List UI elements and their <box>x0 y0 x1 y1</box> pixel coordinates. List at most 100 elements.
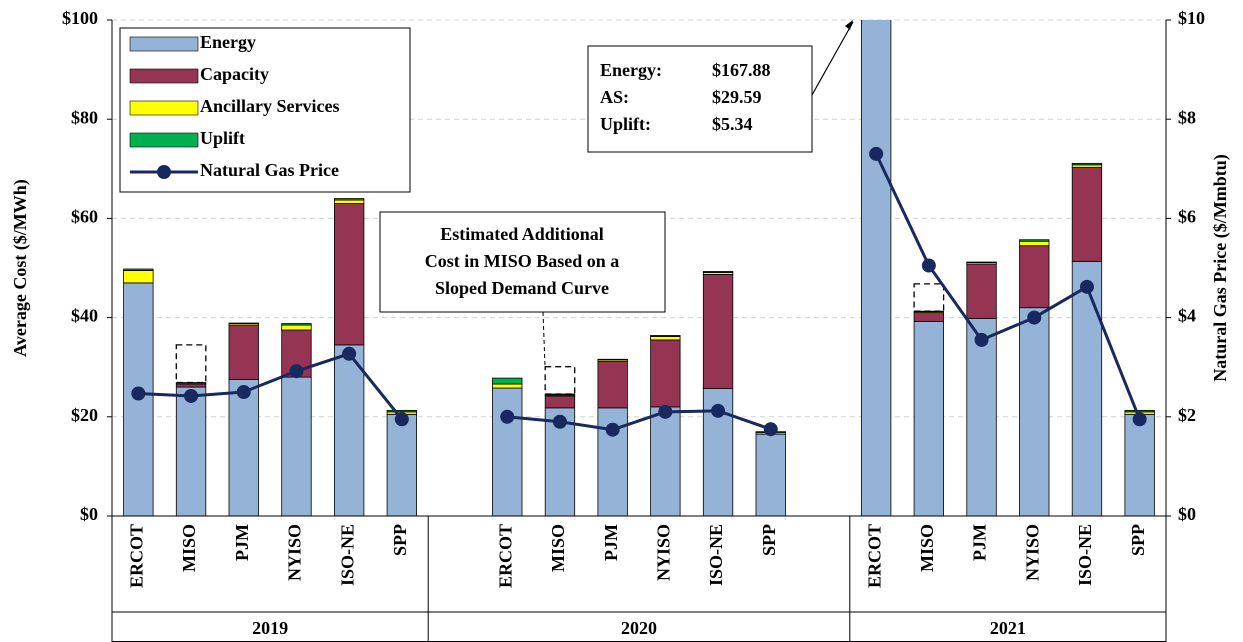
legend-label: Energy <box>200 32 256 52</box>
group-label: 2021 <box>990 618 1026 638</box>
y2-tick-label: $6 <box>1178 207 1196 227</box>
y2-tick-label: $0 <box>1178 504 1196 524</box>
bar-segment <box>175 383 207 388</box>
bar-segment <box>492 377 523 385</box>
legend-label: Natural Gas Price <box>200 160 339 180</box>
y2-tick-label: $10 <box>1178 8 1205 28</box>
gas-point <box>131 386 146 401</box>
bar-segment <box>702 274 734 389</box>
callout-value: $167.88 <box>712 60 771 80</box>
annotation-box <box>379 211 666 313</box>
x-tick-label: SPP <box>390 524 410 556</box>
overlay: $0 $20 $40 $60 $80 $100 $0 $2 $4 $6 $8 $10 ERCOT MISO… <box>10 8 1231 642</box>
callout-box <box>587 45 813 153</box>
gas-point <box>394 412 409 427</box>
bar-segment <box>333 203 365 346</box>
x-tick-label: ISO-NE <box>1075 524 1095 586</box>
callout-label: Energy: <box>600 60 662 80</box>
x-tick-label: ISO-NE <box>706 524 726 586</box>
bar-segment <box>386 413 418 516</box>
legend-swatch <box>129 36 199 52</box>
bar-segment <box>913 312 945 322</box>
bar-segment <box>333 344 365 516</box>
callout-label: AS: <box>600 87 629 107</box>
bar-segment <box>966 263 997 319</box>
gas-point <box>658 404 673 419</box>
bar-segment <box>492 387 523 516</box>
bar-segment <box>1019 239 1050 242</box>
bar-segment <box>1124 409 1155 413</box>
gas-point <box>921 258 936 273</box>
bar-segment <box>492 383 523 389</box>
x-tick-label: ERCOT <box>495 524 515 588</box>
callout-line <box>811 21 854 96</box>
legend-label: Uplift <box>200 128 245 148</box>
bar-segment <box>281 323 312 326</box>
y-tick-label: $0 <box>80 504 98 524</box>
gas-point <box>342 346 357 361</box>
group-label: 2019 <box>252 618 288 638</box>
gas-point <box>184 388 199 403</box>
y-tick-label: $60 <box>71 207 98 227</box>
x-tick-label: NYISO <box>285 524 305 581</box>
bar-segment <box>228 324 259 381</box>
bar-segment <box>333 199 365 204</box>
bar-segment <box>597 360 628 409</box>
annotation-line <box>542 311 546 367</box>
bar-segment <box>175 386 207 516</box>
gas-point <box>605 422 620 437</box>
bar-segment <box>913 321 945 516</box>
bar-segment <box>1019 240 1050 247</box>
annotation-text: Estimated Additional <box>440 224 604 244</box>
gas-point <box>869 146 884 161</box>
y2-tick-label: $8 <box>1178 107 1196 127</box>
bar-segment <box>544 395 576 409</box>
gas-point <box>500 409 515 424</box>
legend-swatch <box>129 132 199 148</box>
gas-point <box>711 403 726 418</box>
additional-cost <box>175 344 207 384</box>
bar-segment <box>281 376 312 516</box>
bar-segment <box>1071 162 1103 166</box>
bar-segment <box>650 336 681 341</box>
x-tick-label: SPP <box>759 524 779 556</box>
y-tick-label: $80 <box>71 107 98 127</box>
bar-segment <box>650 335 681 337</box>
bar-segment <box>1124 413 1155 516</box>
additional-cost <box>544 366 576 395</box>
gas-point <box>763 422 778 437</box>
bar-segment <box>1019 245 1050 309</box>
bar-segment <box>650 339 681 408</box>
gas-point <box>1027 310 1042 325</box>
callout-arrow <box>845 20 853 30</box>
gas-point <box>974 332 989 347</box>
gas-point <box>552 414 567 429</box>
x-tick-label: PJM <box>970 524 990 561</box>
bar-segment <box>755 433 786 516</box>
gas-point <box>236 385 251 399</box>
callout-value: $5.34 <box>712 114 753 134</box>
y-tick-label: $20 <box>71 405 98 425</box>
x-tick-label: ERCOT <box>864 524 884 588</box>
x-tick-label: MISO <box>179 524 199 572</box>
y2-axis-title: Natural Gas Price ($/Mmbtu) <box>1210 154 1231 381</box>
bar-segment <box>333 198 365 201</box>
x-tick-label: NYISO <box>653 524 673 581</box>
x-tick-label: MISO <box>917 524 937 572</box>
bars <box>123 20 1155 516</box>
legend-swatch <box>129 68 199 84</box>
gas-line <box>138 153 1142 432</box>
bar-segment <box>1019 307 1050 516</box>
additional-cost <box>913 283 945 312</box>
x-tick-label: ISO-NE <box>337 524 357 586</box>
annotation-text: Sloped Demand Curve <box>435 278 609 298</box>
legend-marker <box>157 165 171 179</box>
bar-segment <box>123 268 154 271</box>
bar-segment <box>281 324 312 331</box>
bar-segment <box>860 20 892 516</box>
bar-segment <box>228 379 259 516</box>
bar-segment <box>966 318 997 516</box>
callout-label: Uplift: <box>600 114 651 134</box>
bar-segment <box>1071 166 1103 262</box>
